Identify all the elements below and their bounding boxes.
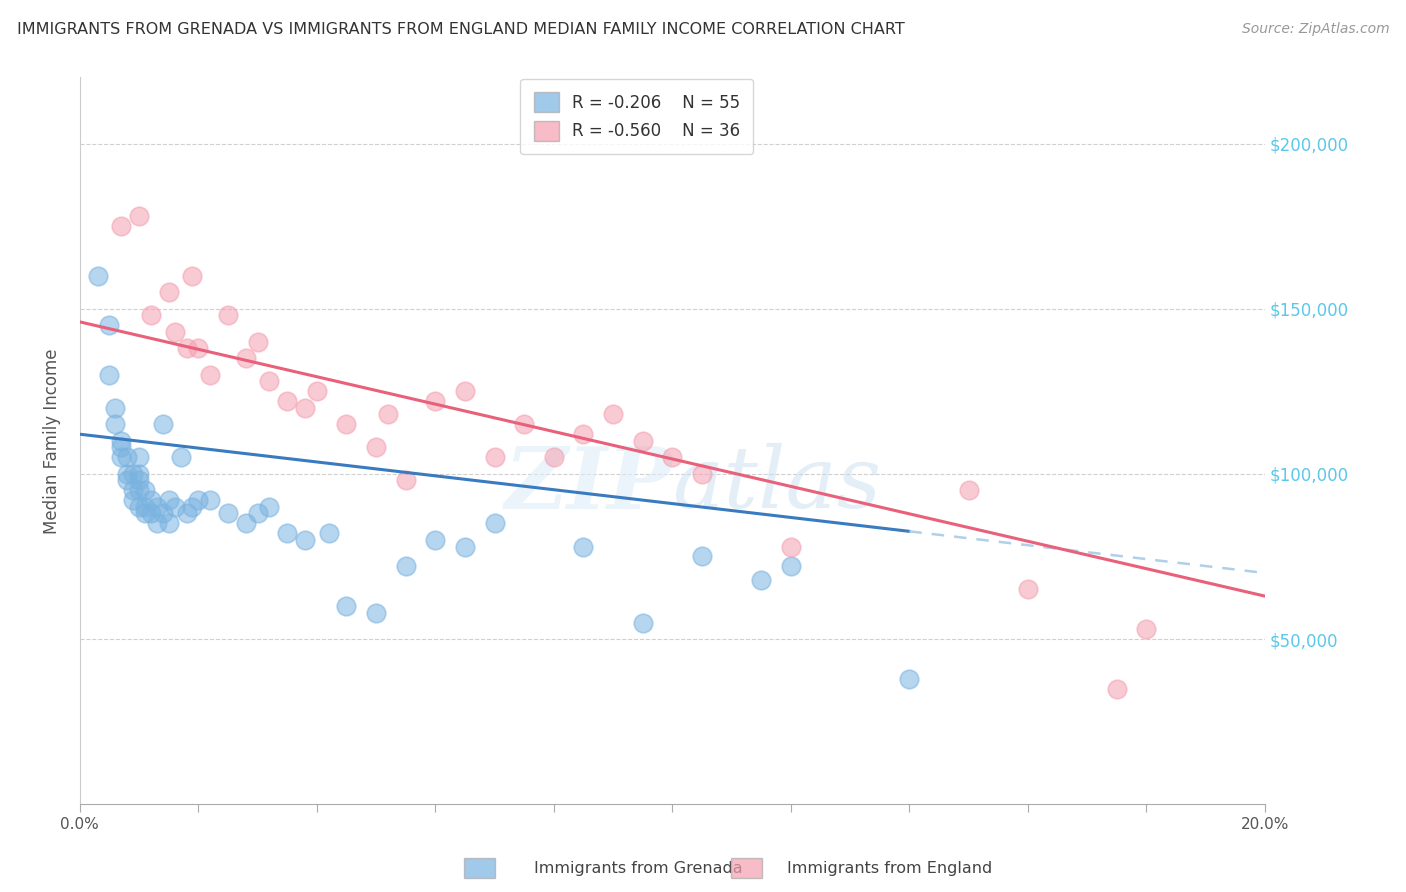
Point <box>1017 582 1039 597</box>
Point <box>128 500 150 514</box>
Point <box>117 450 139 465</box>
Point <box>543 450 565 465</box>
Point <box>484 516 506 531</box>
Point <box>86 268 108 283</box>
Point <box>128 483 150 498</box>
Point <box>200 493 222 508</box>
Point <box>152 417 174 432</box>
Point <box>276 394 298 409</box>
Point <box>146 500 169 514</box>
Point <box>749 573 772 587</box>
Point <box>134 500 156 514</box>
Text: Source: ZipAtlas.com: Source: ZipAtlas.com <box>1241 22 1389 37</box>
Point <box>152 507 174 521</box>
Point <box>395 474 418 488</box>
Point <box>690 467 713 481</box>
Point <box>157 516 180 531</box>
Point <box>98 368 121 382</box>
Point <box>122 483 145 498</box>
Point <box>110 434 132 448</box>
Point <box>631 615 654 630</box>
Point <box>181 500 204 514</box>
Point <box>98 37 121 52</box>
Point <box>259 375 281 389</box>
Point <box>425 394 447 409</box>
Point <box>602 408 624 422</box>
Point <box>305 384 328 399</box>
Point <box>187 341 209 355</box>
Point <box>128 467 150 481</box>
Text: atlas: atlas <box>672 443 882 525</box>
Point <box>235 516 257 531</box>
Point <box>134 507 156 521</box>
Point <box>779 559 801 574</box>
Text: Immigrants from England: Immigrants from England <box>787 861 993 876</box>
Point <box>181 268 204 283</box>
Point <box>366 441 388 455</box>
Point <box>246 334 269 349</box>
Point <box>128 474 150 488</box>
Point <box>139 308 162 322</box>
Point <box>128 450 150 465</box>
Point <box>294 401 316 415</box>
Point <box>110 450 132 465</box>
Point <box>122 467 145 481</box>
Point <box>128 209 150 223</box>
Point <box>163 500 186 514</box>
Point <box>104 417 127 432</box>
Point <box>454 384 477 399</box>
Point <box>1135 622 1157 636</box>
Point <box>217 507 239 521</box>
Point <box>335 417 357 432</box>
Point <box>110 219 132 233</box>
Point <box>572 427 595 442</box>
Point <box>235 351 257 366</box>
Text: IMMIGRANTS FROM GRENADA VS IMMIGRANTS FROM ENGLAND MEDIAN FAMILY INCOME CORRELAT: IMMIGRANTS FROM GRENADA VS IMMIGRANTS FR… <box>17 22 904 37</box>
Point <box>572 540 595 554</box>
Point <box>157 493 180 508</box>
Point <box>217 308 239 322</box>
Point <box>117 474 139 488</box>
Point <box>898 672 921 686</box>
Point <box>200 368 222 382</box>
Point <box>957 483 980 498</box>
Point <box>146 516 169 531</box>
Y-axis label: Median Family Income: Median Family Income <box>44 348 60 533</box>
Point <box>134 483 156 498</box>
Point <box>1105 681 1128 696</box>
Point <box>98 318 121 333</box>
Point <box>690 549 713 564</box>
Point <box>779 540 801 554</box>
Text: ZIP: ZIP <box>505 442 672 526</box>
Point <box>661 450 683 465</box>
Point <box>454 540 477 554</box>
Point <box>187 493 209 508</box>
Point <box>163 325 186 339</box>
Point <box>169 450 191 465</box>
Point <box>157 285 180 300</box>
Point <box>377 408 399 422</box>
Point <box>276 526 298 541</box>
Point <box>176 507 198 521</box>
Point <box>395 559 418 574</box>
Point <box>122 493 145 508</box>
Legend: R = -0.206    N = 55, R = -0.560    N = 36: R = -0.206 N = 55, R = -0.560 N = 36 <box>520 78 754 154</box>
Point <box>139 493 162 508</box>
Point <box>335 599 357 613</box>
Point <box>176 341 198 355</box>
Point <box>117 467 139 481</box>
Point <box>484 450 506 465</box>
Point <box>246 507 269 521</box>
Point <box>110 441 132 455</box>
Point <box>259 500 281 514</box>
Point <box>294 533 316 547</box>
Text: Immigrants from Grenada: Immigrants from Grenada <box>534 861 742 876</box>
Point <box>366 606 388 620</box>
Point <box>104 401 127 415</box>
Point <box>631 434 654 448</box>
Point <box>139 507 162 521</box>
Point <box>318 526 340 541</box>
Point <box>425 533 447 547</box>
Point <box>513 417 536 432</box>
